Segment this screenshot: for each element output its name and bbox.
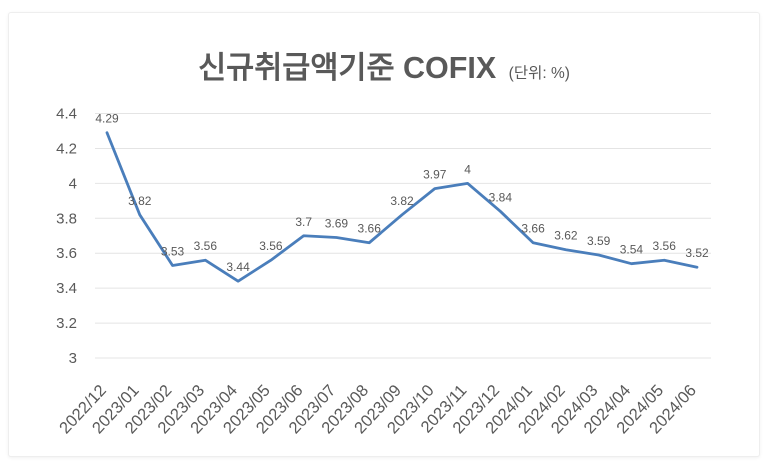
svg-text:3.56: 3.56	[194, 239, 218, 253]
svg-text:3.66: 3.66	[358, 222, 382, 236]
svg-text:3.97: 3.97	[423, 168, 447, 182]
svg-text:3.44: 3.44	[226, 260, 250, 274]
svg-text:3.2: 3.2	[56, 315, 77, 332]
svg-text:3.53: 3.53	[161, 244, 185, 258]
svg-text:3.82: 3.82	[128, 194, 152, 208]
svg-text:3.7: 3.7	[295, 215, 312, 229]
svg-text:3.62: 3.62	[554, 229, 578, 243]
svg-text:3.59: 3.59	[587, 234, 611, 248]
svg-text:3.82: 3.82	[390, 194, 414, 208]
svg-text:3.69: 3.69	[325, 217, 349, 231]
svg-text:3.66: 3.66	[521, 222, 545, 236]
svg-text:4.4: 4.4	[56, 106, 77, 123]
svg-text:4: 4	[464, 162, 471, 176]
svg-text:4: 4	[69, 175, 77, 192]
svg-text:3.56: 3.56	[259, 239, 283, 253]
svg-text:3.4: 3.4	[56, 280, 77, 297]
svg-text:3.52: 3.52	[685, 246, 709, 260]
svg-text:3.6: 3.6	[56, 245, 77, 262]
svg-text:3.84: 3.84	[489, 190, 513, 204]
svg-text:4.29: 4.29	[95, 112, 119, 126]
svg-text:3.56: 3.56	[653, 239, 677, 253]
svg-text:3.8: 3.8	[56, 210, 77, 227]
svg-text:3: 3	[69, 350, 77, 367]
svg-text:4.2: 4.2	[56, 140, 77, 157]
svg-text:3.54: 3.54	[620, 243, 644, 257]
